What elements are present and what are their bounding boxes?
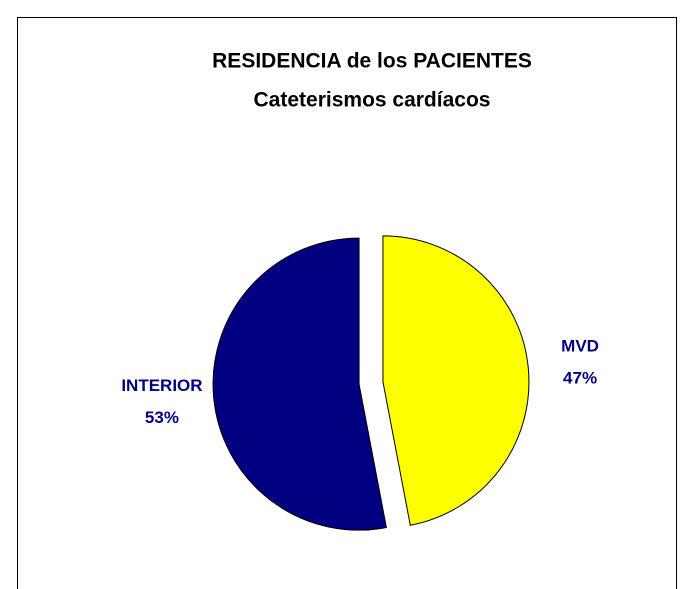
chart-title: RESIDENCIA de los PACIENTES	[212, 50, 532, 73]
slice-value-label: 47%	[563, 369, 597, 388]
pie-slice	[212, 237, 387, 531]
pie-slice	[382, 235, 530, 526]
slice-label: INTERIOR	[121, 376, 202, 395]
slice-value-label: 53%	[145, 408, 179, 427]
slice-label: MVD	[561, 337, 599, 356]
chart-subtitle: Cateterismos cardíacos	[254, 89, 491, 112]
